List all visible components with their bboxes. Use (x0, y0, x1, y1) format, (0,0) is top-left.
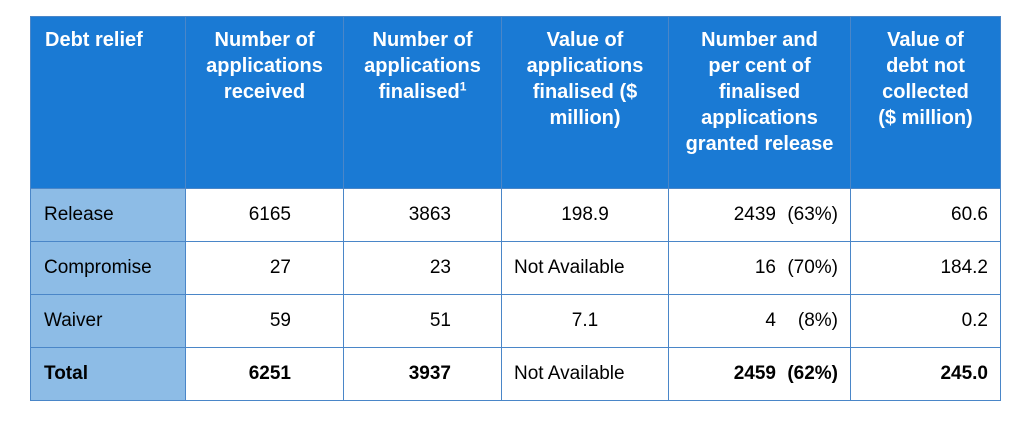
cell-not-collected: 0.2 (850, 294, 1001, 348)
cell-finalised: 3937 (343, 347, 502, 401)
header-granted-release: Number and per cent of finalised applica… (668, 16, 851, 189)
granted-number: 16 (754, 257, 776, 278)
granted-percent: (70%) (787, 257, 838, 278)
cell-value: 7.1 (501, 294, 669, 348)
cell-granted: 4 (8%) (668, 294, 851, 348)
footnote-marker: 1 (459, 79, 467, 94)
table-row-waiver: Waiver 59 51 7.1 4 (8%) 0.2 (30, 294, 1001, 348)
cell-finalised: 23 (343, 241, 502, 295)
row-label: Total (30, 347, 186, 401)
header-applications-received: Number of applications received (185, 16, 344, 189)
cell-not-collected: 245.0 (850, 347, 1001, 401)
granted-number: 2439 (733, 204, 776, 225)
cell-granted: 16 (70%) (668, 241, 851, 295)
cell-value: Not Available (501, 241, 669, 295)
cell-value: 198.9 (501, 188, 669, 242)
table-row-release: Release 6165 3863 198.9 2439 (63%) 60.6 (30, 188, 1001, 242)
granted-percent: (62%) (787, 363, 838, 384)
header-debt-relief: Debt relief (30, 16, 186, 189)
cell-not-collected: 184.2 (850, 241, 1001, 295)
cell-received: 6251 (185, 347, 344, 401)
header-value-finalised: Value of applications finalised ($ milli… (501, 16, 669, 189)
granted-percent: (8%) (797, 310, 838, 331)
row-label: Release (30, 188, 186, 242)
cell-finalised: 51 (343, 294, 502, 348)
row-label: Waiver (30, 294, 186, 348)
table-row-compromise: Compromise 27 23 Not Available 16 (70%) 1… (30, 241, 1001, 295)
cell-received: 27 (185, 241, 344, 295)
header-applications-finalised: Number of applications finalised1 (343, 16, 502, 189)
header-debt-not-collected: Value of debt not collected ($ million) (850, 16, 1001, 189)
granted-percent: (63%) (787, 204, 838, 225)
cell-finalised: 3863 (343, 188, 502, 242)
granted-number: 4 (765, 310, 776, 331)
cell-value: Not Available (501, 347, 669, 401)
granted-number: 2459 (733, 363, 776, 384)
debt-relief-table: Debt relief Number of applications recei… (30, 16, 1001, 401)
cell-granted: 2439 (63%) (668, 188, 851, 242)
cell-received: 6165 (185, 188, 344, 242)
table-row-total: Total 6251 3937 Not Available 2459 (62%) … (30, 347, 1001, 401)
table-header-row: Debt relief Number of applications recei… (30, 16, 1001, 189)
cell-not-collected: 60.6 (850, 188, 1001, 242)
cell-received: 59 (185, 294, 344, 348)
row-label: Compromise (30, 241, 186, 295)
cell-granted: 2459 (62%) (668, 347, 851, 401)
